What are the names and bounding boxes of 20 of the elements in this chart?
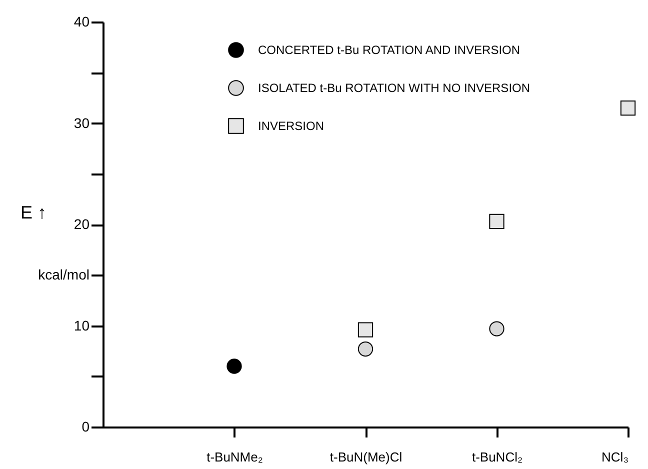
legend-label: ISOLATED t-Bu ROTATION WITH NO INVERSION xyxy=(258,81,530,95)
x-tick-label: t-BuNMe₂ xyxy=(206,450,263,464)
point xyxy=(226,358,242,374)
y-tick-label: 10 xyxy=(74,317,90,334)
point xyxy=(620,100,636,116)
point xyxy=(489,321,504,336)
point xyxy=(358,341,374,357)
x-tick-label: t-BuN(Me)Cl xyxy=(330,450,402,464)
y-tick-label: 40 xyxy=(74,14,90,30)
point xyxy=(489,214,504,230)
y-axis-title: E ↑ xyxy=(20,202,47,222)
legend-label: INVERSION xyxy=(258,119,324,133)
legend-label: CONCERTED t-Bu ROTATION AND INVERSION xyxy=(258,43,520,57)
x-tick-label: t-BuNCl₂ xyxy=(472,450,523,464)
point xyxy=(358,322,374,338)
y-tick-label: 30 xyxy=(74,114,90,131)
y-tick-label: 20 xyxy=(74,216,90,232)
y-tick-label: 0 xyxy=(82,418,90,434)
x-tick-label: NCl₃ xyxy=(602,450,628,464)
y-tick-label: kcal/mol xyxy=(38,266,90,283)
